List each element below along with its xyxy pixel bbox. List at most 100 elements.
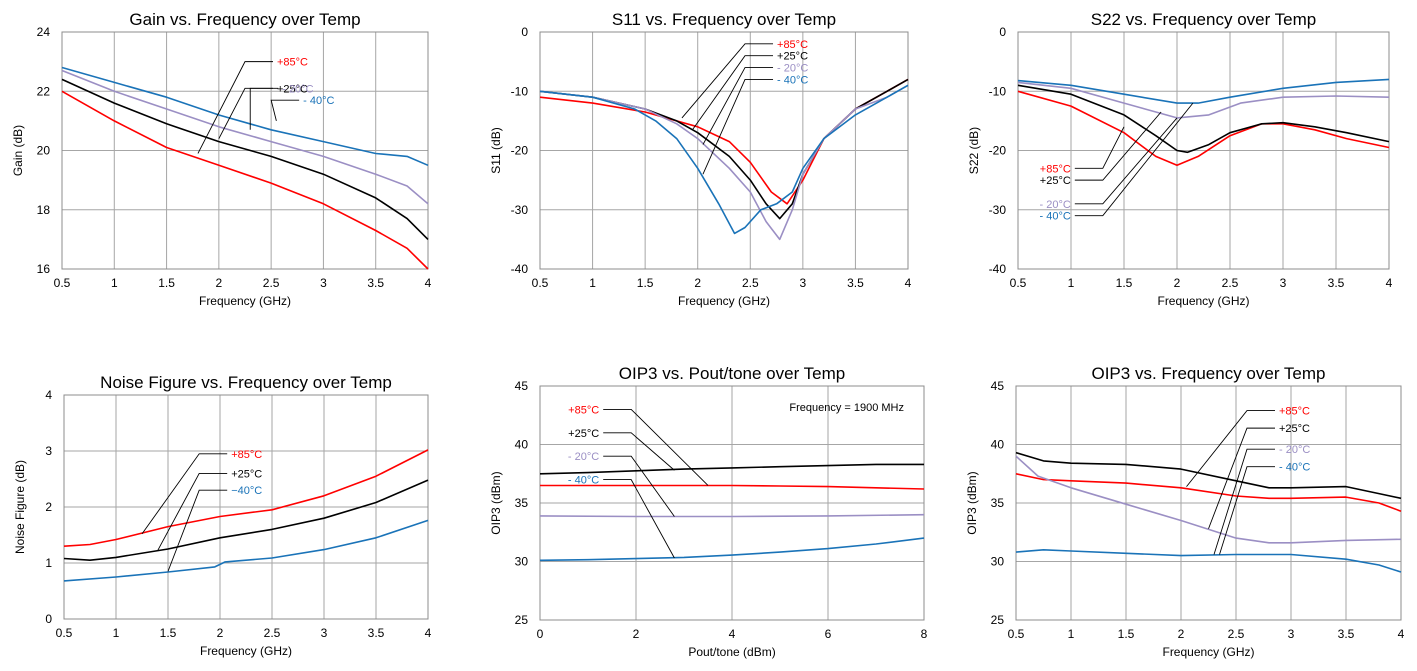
- y-tick-label: 16: [37, 262, 51, 276]
- y-tick-label: -40: [989, 262, 1007, 276]
- annotation-label: −40°C: [231, 485, 262, 497]
- y-axis-label: Noise Figure (dB): [13, 460, 27, 554]
- y-tick-label: 0: [45, 612, 52, 626]
- x-tick-label: 3.5: [1338, 627, 1355, 641]
- y-axis-label: Gain (dB): [11, 125, 25, 176]
- x-tick-label: 2: [1174, 276, 1181, 290]
- series-line-4: [539, 537, 925, 562]
- annotation-leader: [270, 99, 300, 121]
- annotation-leader: [1213, 448, 1275, 555]
- annotation-label: +25°C: [277, 83, 308, 95]
- y-tick-label: 0: [521, 25, 528, 39]
- annotation-leader: [167, 489, 228, 572]
- x-tick-label: 2: [694, 276, 701, 290]
- y-tick-label: 25: [991, 613, 1005, 627]
- y-tick-label: -40: [511, 262, 529, 276]
- series-line-3: [539, 84, 909, 241]
- annotation-leader: [1074, 111, 1162, 181]
- chart-5: 0 2 4 6 8 25 30 35 40 45 OIP3 vs. Pout/tone over T…: [489, 364, 928, 659]
- annotation-leader: [249, 87, 279, 130]
- chart-2: 0.5 1 1.5 2 2.5 3 3.5 4 -40 -30 -20 -10 0 S11 vs. Fre…: [489, 10, 912, 308]
- x-axis-label: Frequency (GHz): [1162, 645, 1254, 659]
- annotation-leader: [1208, 427, 1275, 529]
- y-tick-label: 22: [37, 84, 51, 98]
- annotation-leader: [603, 408, 709, 486]
- plot-frame: [63, 394, 429, 620]
- annotation-label: +85°C: [1040, 163, 1071, 175]
- plot-frame: [539, 385, 925, 621]
- x-tick-label: 4: [425, 276, 432, 290]
- y-tick-label: 40: [515, 438, 529, 452]
- series-line-1: [61, 90, 429, 270]
- x-tick-label: 3: [321, 626, 328, 640]
- x-tick-label: 2.5: [1222, 276, 1239, 290]
- x-tick-label: 0.5: [1010, 276, 1027, 290]
- annotation-leader: [197, 61, 273, 154]
- series-line-3: [539, 513, 925, 518]
- x-tick-label: 1: [1068, 627, 1075, 641]
- x-tick-label: 1.5: [1118, 627, 1135, 641]
- x-tick-label: 0.5: [54, 276, 71, 290]
- plot-frame: [539, 31, 909, 270]
- chart-1: 0.5 1 1.5 2 2.5 3 3.5 4 16 18 20 22 24 Gain vs. Frequ…: [11, 10, 432, 308]
- y-tick-label: -10: [989, 84, 1007, 98]
- x-tick-label: 3: [800, 276, 807, 290]
- annotation-label: - 20°C: [568, 451, 599, 463]
- y-tick-label: 35: [991, 496, 1005, 510]
- annotation-label: +85°C: [277, 57, 308, 69]
- series-line-3: [1015, 455, 1402, 544]
- y-tick-label: 35: [515, 496, 529, 510]
- series-line-1: [1017, 90, 1390, 167]
- y-tick-label: -30: [989, 203, 1007, 217]
- chart-4: 0.5 1 1.5 2 2.5 3 3.5 4 0 1 2 3 4 Noise Figure vs. Fr…: [13, 373, 432, 658]
- x-tick-label: 2: [633, 627, 640, 641]
- chart-title: Gain vs. Frequency over Temp: [129, 10, 360, 29]
- x-tick-label: 1.5: [160, 626, 177, 640]
- annotation-label: +85°C: [777, 39, 808, 51]
- chart-note: Frequency = 1900 MHz: [789, 402, 904, 414]
- chart-title: Noise Figure vs. Frequency over Temp: [100, 373, 392, 392]
- x-tick-label: 3: [1280, 276, 1287, 290]
- plot-frame: [1017, 31, 1390, 270]
- annotation-label: +25°C: [777, 51, 808, 63]
- y-tick-label: 3: [45, 444, 52, 458]
- x-tick-label: 3.5: [368, 626, 385, 640]
- annotation-label: - 40°C: [303, 95, 334, 107]
- y-tick-label: 45: [991, 379, 1005, 393]
- chart-title: S22 vs. Frequency over Temp: [1091, 10, 1317, 29]
- annotation-label: - 20°C: [282, 83, 313, 95]
- x-tick-label: 2.5: [1228, 627, 1245, 641]
- annotation-label: - 20°C: [777, 63, 808, 75]
- y-tick-label: 24: [37, 25, 51, 39]
- y-tick-label: -20: [511, 144, 529, 158]
- x-tick-label: 2: [216, 276, 223, 290]
- x-tick-label: 1: [111, 276, 118, 290]
- x-tick-label: 1: [113, 626, 120, 640]
- annotation-leader: [702, 78, 774, 175]
- x-tick-label: 2.5: [742, 276, 759, 290]
- annotation-label: +25°C: [568, 428, 599, 440]
- annotation-leader: [1074, 126, 1125, 169]
- y-tick-label: 18: [37, 203, 51, 217]
- y-tick-label: 1: [45, 556, 52, 570]
- x-axis-label: Frequency (GHz): [199, 294, 291, 308]
- x-tick-label: 3.5: [847, 276, 864, 290]
- annotation-label: - 40°C: [777, 74, 808, 86]
- x-tick-label: 0: [537, 627, 544, 641]
- chart-title: OIP3 vs. Pout/tone over Temp: [619, 364, 845, 383]
- x-tick-label: 4: [729, 627, 736, 641]
- annotation-label: +25°C: [231, 468, 262, 480]
- x-tick-label: 4: [425, 626, 432, 640]
- x-tick-label: 0.5: [532, 276, 549, 290]
- annotation-label: - 40°C: [568, 475, 599, 487]
- series-line-3: [63, 519, 429, 582]
- annotation-label: - 20°C: [1039, 199, 1070, 211]
- y-tick-label: 0: [999, 25, 1006, 39]
- series-line-1: [63, 449, 429, 547]
- x-axis-label: Frequency (GHz): [678, 294, 770, 308]
- x-axis-label: Pout/tone (dBm): [688, 645, 775, 659]
- plot-frame: [1015, 385, 1402, 621]
- annotation-leader: [1074, 117, 1178, 205]
- x-tick-label: 1.5: [637, 276, 654, 290]
